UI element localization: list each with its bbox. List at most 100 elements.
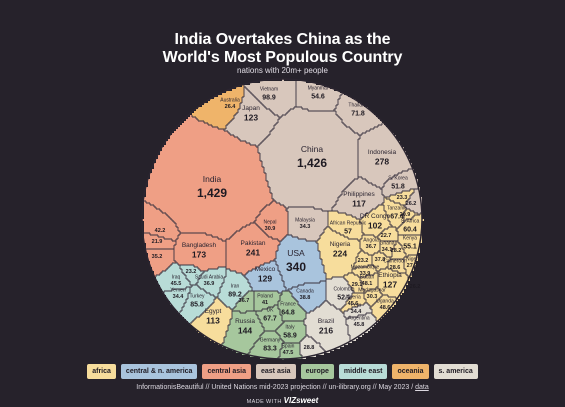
source-text: InformationisBeautiful // United Nations… bbox=[136, 384, 414, 391]
value-unlabeled-15: 42.2 bbox=[155, 228, 166, 234]
value-nepal: 30.9 bbox=[265, 226, 276, 232]
label-vietnam: Vietnam bbox=[260, 87, 278, 93]
label-sudan: Sudan bbox=[360, 274, 375, 280]
label-china: China bbox=[301, 144, 323, 154]
label-ethiopia: Ethiopia bbox=[378, 272, 402, 279]
legend-oceania: oceania bbox=[392, 364, 429, 379]
label-myanmar: Myanmar bbox=[308, 86, 329, 92]
label-thailand: Thailand bbox=[348, 103, 367, 109]
value-india: 1,429 bbox=[197, 186, 227, 200]
cell-myanmar bbox=[296, 81, 342, 111]
value-colombia: 52.1 bbox=[337, 294, 351, 301]
label-indonesia: Indonesia bbox=[368, 149, 397, 156]
value-dr-congo: 102 bbox=[368, 220, 382, 230]
title-line-2: World's Most Populous Country bbox=[162, 48, 403, 66]
cell-ethiopia bbox=[378, 267, 408, 299]
label-uk: UK bbox=[267, 308, 275, 314]
cell-poland bbox=[254, 291, 282, 311]
cell-madagascar bbox=[364, 287, 382, 307]
cell-china bbox=[258, 107, 360, 211]
cell-s-africa bbox=[396, 213, 424, 235]
value-unlabeled-40: 26.2 bbox=[410, 284, 421, 290]
label-peru: Peru bbox=[351, 302, 362, 308]
label-african-republic: African Republic bbox=[330, 221, 367, 227]
cell-pakistan bbox=[226, 223, 280, 275]
value-australia: 26.4 bbox=[225, 104, 237, 110]
value-unlabeled-43: 20.9 bbox=[400, 212, 411, 218]
label-germany: Germany bbox=[260, 338, 281, 344]
data-link[interactable]: data bbox=[415, 384, 429, 391]
label-s-africa: S. Africa bbox=[401, 219, 420, 225]
value-saudi-arabia: 36.9 bbox=[204, 281, 215, 287]
label-mozambique: Mozambique bbox=[351, 264, 380, 270]
value-italy: 58.9 bbox=[283, 332, 297, 339]
label-india: India bbox=[203, 174, 222, 184]
label-australia: Australia bbox=[220, 97, 240, 103]
cell-indonesia bbox=[358, 123, 412, 189]
label-italy: Italy bbox=[285, 325, 295, 331]
value-bangladesh: 173 bbox=[192, 249, 206, 259]
label-algeria: Algeria bbox=[345, 294, 361, 300]
cell-niger bbox=[404, 255, 418, 277]
value-poland: 41 bbox=[262, 300, 268, 306]
label-uganda: Uganda bbox=[376, 298, 394, 304]
chart-subtitle: nations with 20m+ people bbox=[237, 66, 328, 75]
cell-unlabeled-43 bbox=[404, 209, 418, 221]
label-philippines: Philippines bbox=[343, 191, 375, 198]
value-unlabeled-16: 21.9 bbox=[152, 239, 163, 245]
value-argentina: 45.8 bbox=[354, 322, 365, 328]
label-bangladesh: Bangladesh bbox=[182, 242, 217, 249]
cell-unlabeled-15 bbox=[142, 201, 180, 241]
legend-africa: africa bbox=[87, 364, 116, 379]
cell-unlabeled-38 bbox=[372, 251, 390, 271]
label-france: France bbox=[280, 302, 296, 308]
value-unlabeled-41: 23.3 bbox=[397, 195, 408, 201]
chart-outline bbox=[141, 78, 423, 360]
value-unlabeled-42: 28.2 bbox=[391, 248, 402, 254]
value-unlabeled-59: 36.7 bbox=[239, 298, 250, 304]
value-vietnam: 98.9 bbox=[262, 94, 276, 101]
cell-italy bbox=[276, 321, 306, 343]
label-cameroon: Cameroon bbox=[383, 258, 407, 264]
source-footer: InformationisBeautiful // United Nations… bbox=[0, 384, 565, 391]
label-iraq: Iraq bbox=[172, 274, 181, 280]
value-nigeria: 224 bbox=[333, 248, 347, 258]
label-spain: Spain bbox=[282, 343, 295, 349]
value-unlabeled-51: 23.2 bbox=[186, 269, 197, 275]
cell-unlabeled-64 bbox=[300, 335, 326, 359]
label-usa: USA bbox=[287, 248, 305, 258]
label-tanzania: Tanzania bbox=[387, 206, 407, 212]
cell-unlabeled-44 bbox=[354, 251, 372, 269]
value-uganda: 48.6 bbox=[380, 305, 391, 311]
cell-argentina bbox=[346, 313, 378, 341]
value-s-korea: 51.8 bbox=[391, 183, 405, 190]
cell-iran bbox=[218, 269, 252, 309]
label-dr-congo: DR Congo bbox=[360, 213, 391, 220]
label-pakistan: Pakistan bbox=[241, 240, 266, 247]
label-madagascar: Madagascar bbox=[358, 287, 386, 293]
label-brazil: Brazil bbox=[318, 318, 335, 325]
label-mexico: Mexico bbox=[255, 266, 276, 273]
cell-spain bbox=[278, 343, 302, 360]
label-niger: Niger bbox=[406, 256, 418, 262]
label-nigeria: Nigeria bbox=[330, 241, 351, 248]
cell-philippines bbox=[332, 177, 384, 219]
cell-turkey bbox=[180, 285, 216, 323]
value-mozambique: 33.9 bbox=[360, 271, 371, 277]
legend-middle-east: middle east bbox=[338, 364, 388, 379]
label-poland: Poland bbox=[257, 293, 273, 299]
value-kenya: 55.1 bbox=[403, 243, 417, 250]
legend-s-america: s. america bbox=[433, 364, 478, 379]
label-argentina: Argentina bbox=[348, 315, 370, 321]
cell-s-korea bbox=[382, 169, 418, 197]
cell-saudi-arabia bbox=[196, 267, 226, 297]
label-nepal: Nepal bbox=[263, 219, 276, 225]
value-ghana: 34.1 bbox=[382, 247, 393, 253]
cell-mozambique bbox=[352, 265, 378, 277]
value-myanmar: 54.6 bbox=[311, 93, 325, 100]
value-ethiopia: 127 bbox=[383, 279, 397, 289]
value-angola: 36.7 bbox=[366, 244, 377, 250]
label-malaysia: Malaysia bbox=[295, 217, 315, 223]
value-china: 1,426 bbox=[297, 156, 327, 170]
